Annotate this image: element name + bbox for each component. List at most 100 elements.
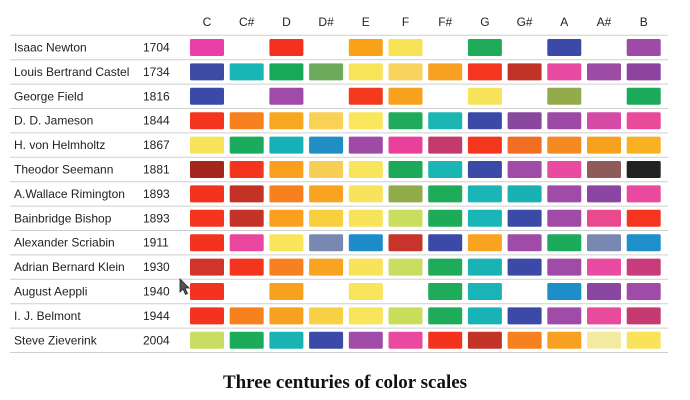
color-swatch — [309, 331, 344, 349]
color-swatch — [309, 185, 344, 203]
column-header: B — [640, 15, 648, 29]
color-swatch — [467, 63, 502, 81]
color-swatch — [467, 234, 502, 252]
color-swatch — [507, 331, 542, 349]
color-swatch — [547, 307, 582, 325]
column-header: F — [402, 15, 409, 29]
row-year: 1704 — [143, 41, 170, 55]
color-swatch — [626, 136, 661, 154]
color-swatch — [547, 39, 582, 56]
color-swatch — [467, 39, 502, 56]
row-year: 1911 — [143, 236, 169, 250]
color-swatch — [190, 39, 224, 56]
column-header: D — [282, 15, 291, 29]
color-swatch — [309, 63, 344, 81]
color-swatch — [229, 331, 264, 349]
color-swatch — [269, 136, 304, 154]
row-year: 1881 — [143, 163, 170, 177]
color-swatch — [467, 185, 502, 203]
column-header: C — [203, 15, 212, 29]
color-swatch — [467, 209, 502, 227]
row-name: Isaac Newton — [14, 41, 87, 55]
color-swatch — [269, 112, 304, 130]
color-swatch — [587, 331, 621, 349]
color-swatch — [547, 331, 582, 349]
color-swatch — [348, 136, 383, 154]
color-swatch — [190, 63, 224, 81]
color-swatch — [626, 209, 661, 227]
color-swatch — [547, 161, 582, 178]
color-swatch — [229, 234, 264, 252]
color-swatch — [229, 185, 264, 203]
color-swatch — [269, 209, 304, 227]
color-swatch — [190, 87, 224, 105]
color-swatch — [467, 307, 502, 325]
color-swatch — [547, 234, 582, 252]
color-swatch — [587, 307, 621, 325]
table-row: H. von Helmholtz 1867 — [14, 136, 661, 154]
color-swatch — [269, 39, 304, 56]
color-swatch — [388, 307, 423, 325]
color-swatch — [626, 63, 661, 81]
color-swatch — [467, 87, 502, 105]
color-swatch — [428, 136, 463, 154]
color-swatch — [190, 161, 224, 178]
color-swatch — [190, 136, 224, 154]
color-swatch — [587, 112, 621, 130]
row-name: D. D. Jameson — [14, 114, 93, 128]
color-swatch — [507, 307, 542, 325]
color-swatch — [547, 136, 582, 154]
color-swatch — [428, 63, 463, 81]
row-name: Theodor Seemann — [14, 163, 113, 177]
color-swatch — [587, 258, 621, 276]
color-swatch — [348, 234, 383, 252]
row-year: 1734 — [143, 65, 170, 79]
color-swatch — [507, 209, 542, 227]
color-swatch — [467, 136, 502, 154]
color-swatch — [547, 185, 582, 203]
row-year: 1816 — [143, 89, 170, 103]
color-swatch — [467, 331, 502, 349]
color-swatch — [309, 209, 344, 227]
color-swatch — [348, 185, 383, 203]
color-swatch — [229, 136, 264, 154]
color-swatch — [388, 63, 423, 81]
color-swatch — [348, 87, 383, 105]
color-swatch — [269, 258, 304, 276]
table-row: Theodor Seemann 1881 — [14, 161, 661, 178]
table-row: Bainbridge Bishop 1893 — [14, 209, 661, 227]
color-swatch — [229, 258, 264, 276]
color-swatch — [388, 209, 423, 227]
row-year: 1844 — [143, 114, 170, 128]
color-swatch — [507, 258, 542, 276]
color-swatch — [388, 87, 423, 105]
color-swatch — [388, 185, 423, 203]
color-swatch — [190, 234, 224, 252]
color-swatch — [507, 136, 542, 154]
color-swatch — [348, 63, 383, 81]
color-swatch — [626, 307, 661, 325]
row-name: A.Wallace Rimington — [14, 187, 125, 201]
color-swatch — [348, 283, 383, 300]
table-row: Alexander Scriabin 1911 — [14, 234, 661, 252]
color-swatch — [467, 283, 502, 300]
color-swatch — [309, 112, 344, 130]
row-name: Bainbridge Bishop — [14, 211, 112, 225]
row-name: Steve Zieverink — [14, 333, 98, 347]
row-year: 1930 — [143, 260, 170, 274]
color-swatch — [269, 185, 304, 203]
color-swatch — [626, 283, 661, 300]
table-row: Louis Bertrand Castel 1734 — [14, 63, 661, 81]
color-swatch — [626, 161, 661, 178]
color-swatch — [190, 331, 224, 349]
color-swatch — [507, 63, 542, 81]
color-swatch — [309, 307, 344, 325]
color-swatch — [587, 185, 621, 203]
color-swatch — [626, 234, 661, 252]
color-swatch — [587, 283, 621, 300]
color-swatch — [190, 307, 224, 325]
color-swatch — [190, 283, 224, 300]
row-name: I. J. Belmont — [14, 309, 81, 323]
column-header: A — [560, 15, 568, 29]
color-swatch — [388, 112, 423, 130]
